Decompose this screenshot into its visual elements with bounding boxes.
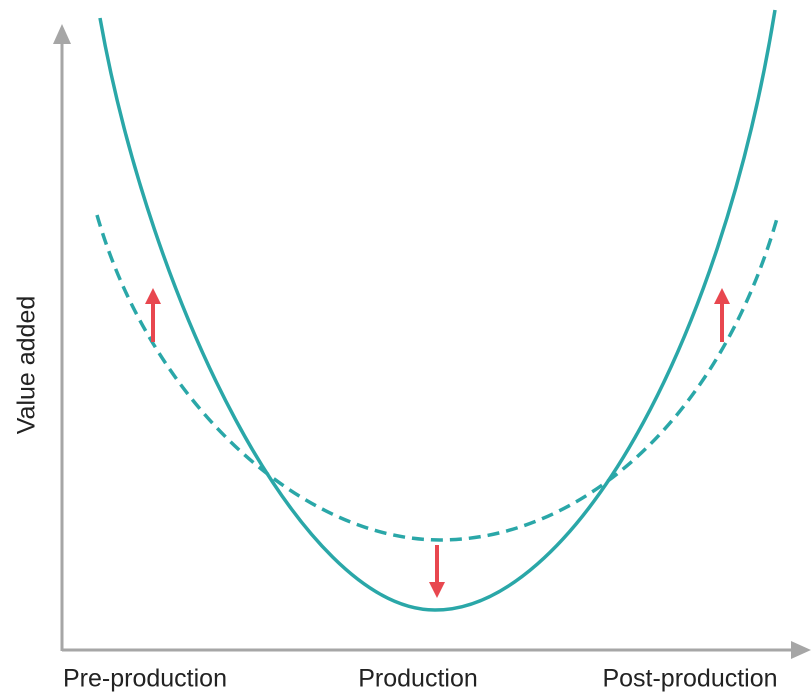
x-axis-arrow [791,641,811,659]
y-axis-label: Value added [13,296,41,435]
x-label: Pre-production [63,665,227,693]
y-axis-arrow [53,24,71,44]
solid-curve [98,9,777,612]
x-label: Production [358,665,478,693]
dashed-curve [95,214,780,542]
x-label: Post-production [602,665,777,693]
